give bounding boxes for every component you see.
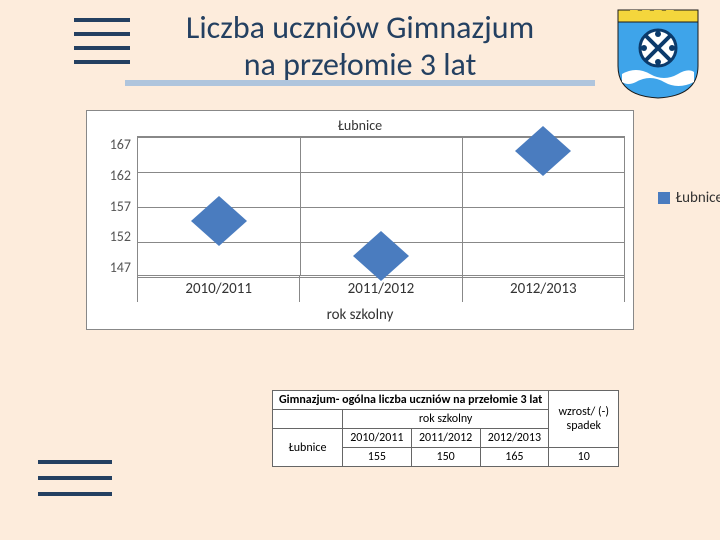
title-line1: Liczba uczniów Gimnazjum (186, 8, 534, 47)
table-col-group: rok szkolny (343, 410, 549, 429)
table-change-header: wzrost/ (-) spadek (549, 391, 619, 448)
xtick: 2012/2013 (463, 276, 624, 302)
table-title: Gimnazjum- ogólna liczba uczniów na prze… (273, 391, 549, 410)
table-change-value: 10 (549, 448, 619, 467)
table-year: 2011/2012 (411, 429, 480, 448)
y-axis-labels: 167 162 157 152 147 (95, 136, 137, 276)
chart-container: Łubnice 167 162 157 152 147 Łubnice 2010… (86, 110, 634, 330)
coat-of-arms-icon (616, 8, 700, 100)
table-value: 165 (480, 448, 549, 467)
title-line2: na przełomie 3 lat (244, 45, 477, 84)
table-year: 2012/2013 (480, 429, 549, 448)
data-table: Gimnazjum- ogólna liczba uczniów na prze… (272, 390, 619, 467)
x-axis-title: rok szkolny (95, 302, 625, 324)
xtick: 2010/2011 (138, 276, 300, 302)
page-title: Liczba uczniów Gimnazjum na przełomie 3 … (0, 10, 720, 86)
table-row-label: Łubnice (273, 429, 343, 467)
accent-lines-bottom (38, 460, 112, 508)
table-year: 2010/2011 (343, 429, 412, 448)
table-value: 150 (411, 448, 480, 467)
plot-area (137, 136, 625, 276)
ytick: 162 (95, 167, 131, 184)
ytick: 167 (95, 136, 131, 153)
ytick: 147 (95, 259, 131, 276)
ytick: 157 (95, 198, 131, 215)
legend-label: Łubnice (676, 189, 720, 207)
table-value: 155 (343, 448, 412, 467)
ytick: 152 (95, 228, 131, 245)
legend-swatch-icon (658, 192, 670, 204)
legend: Łubnice (658, 189, 720, 207)
